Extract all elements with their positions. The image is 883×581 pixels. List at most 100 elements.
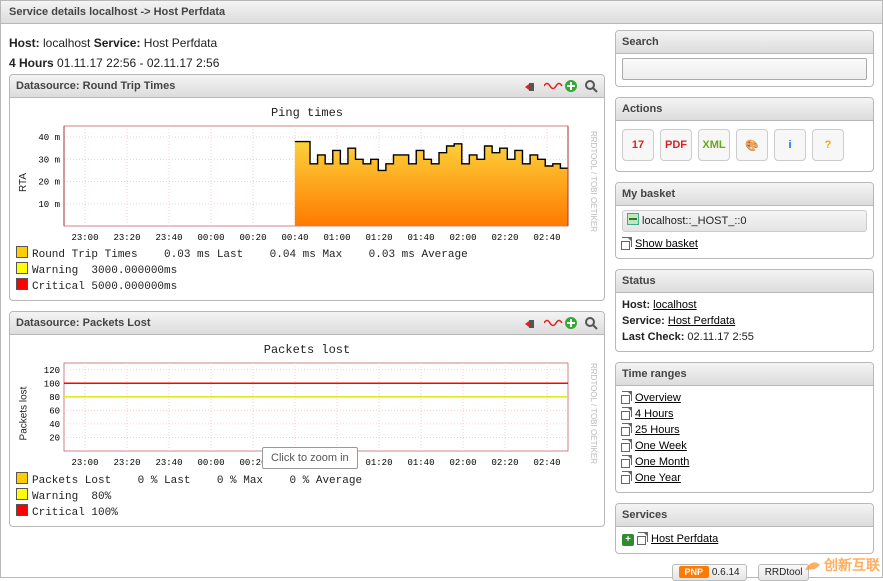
service-link[interactable]: Host Perfdata — [651, 533, 718, 545]
wave-icon[interactable] — [544, 316, 558, 330]
basket-title: My basket — [622, 183, 867, 205]
svg-text:60: 60 — [49, 406, 60, 416]
svg-text:40: 40 — [49, 420, 60, 430]
add-icon[interactable] — [564, 79, 578, 93]
range-link[interactable]: Overview — [635, 392, 681, 404]
services-title: Services — [622, 504, 867, 526]
status-service-label: Service: — [622, 315, 665, 327]
svg-text:10 m: 10 m — [38, 200, 60, 210]
svg-text:20 m: 20 m — [38, 178, 60, 188]
megaphone-icon[interactable] — [524, 316, 538, 330]
svg-text:02:20: 02:20 — [491, 458, 518, 467]
svg-text:01:40: 01:40 — [407, 233, 434, 242]
svg-text:23:00: 23:00 — [71, 233, 98, 242]
service-label: Service: — [94, 36, 141, 50]
add-service-icon[interactable]: + — [622, 534, 634, 546]
pdf-icon[interactable]: PDF — [660, 129, 692, 161]
svg-text:23:20: 23:20 — [113, 458, 140, 467]
status-host-label: Host: — [622, 299, 650, 311]
range-link[interactable]: 4 Hours — [635, 408, 674, 420]
svg-text:23:20: 23:20 — [113, 233, 140, 242]
chart1-panel: Datasource: Round Trip Times Ping times … — [9, 74, 605, 301]
zoom-tooltip: Click to zoom in — [262, 447, 358, 469]
basket-item-label: localhost::_HOST_::0 — [642, 215, 747, 227]
basket-item[interactable]: localhost::_HOST_::0 — [622, 210, 867, 232]
palette-icon[interactable]: 🎨 — [736, 129, 768, 161]
svg-text:30 m: 30 m — [38, 155, 60, 165]
svg-text:01:00: 01:00 — [323, 233, 350, 242]
chart1-plot[interactable]: 10 m20 m30 m40 m23:0023:2023:4000:0000:2… — [32, 122, 572, 242]
services-panel: Services + Host Perfdata — [615, 503, 874, 554]
search-panel: Search — [615, 30, 874, 87]
xml-icon[interactable]: XML — [698, 129, 730, 161]
zoom-icon[interactable] — [584, 79, 598, 93]
host-service-line: Host: localhost Service: Host Perfdata — [9, 36, 605, 50]
svg-text:02:40: 02:40 — [533, 233, 560, 242]
actions-title: Actions — [622, 98, 867, 120]
search-title: Search — [622, 31, 867, 53]
actions-panel: Actions 17PDFXML🎨i? — [615, 97, 874, 172]
service-value: Host Perfdata — [144, 36, 217, 50]
host-value: localhost — [43, 36, 90, 50]
status-panel: Status Host: localhost Service: Host Per… — [615, 269, 874, 352]
show-basket-link[interactable]: Show basket — [635, 238, 698, 250]
svg-text:23:40: 23:40 — [155, 233, 182, 242]
svg-text:02:40: 02:40 — [533, 458, 560, 467]
svg-text:80: 80 — [49, 393, 60, 403]
svg-text:23:00: 23:00 — [71, 458, 98, 467]
svg-text:02:00: 02:00 — [449, 458, 476, 467]
zoom-icon[interactable] — [584, 316, 598, 330]
external-link-icon — [622, 471, 632, 481]
svg-text:00:40: 00:40 — [281, 233, 308, 242]
range-link[interactable]: One Month — [635, 456, 689, 468]
rrdtool-sidetext: RRDTOOL / TOBI OETIKER — [586, 122, 598, 242]
chart2-plot-title: Packets lost — [16, 343, 598, 357]
status-title: Status — [622, 270, 867, 292]
range-label: 4 Hours — [9, 56, 54, 70]
status-last-label: Last Check: — [622, 331, 684, 343]
range-link[interactable]: One Year — [635, 472, 681, 484]
svg-text:01:20: 01:20 — [365, 458, 392, 467]
external-link-icon — [622, 439, 632, 449]
external-link-icon — [622, 391, 632, 401]
svg-text:40 m: 40 m — [38, 133, 60, 143]
ranges-title: Time ranges — [622, 363, 867, 385]
chart2-title: Datasource: Packets Lost — [16, 312, 524, 334]
watermark: 创新互联 — [802, 555, 880, 575]
external-link-icon — [622, 423, 632, 433]
chart2-ylabel: Packets lost — [16, 359, 32, 468]
search-input[interactable] — [622, 58, 867, 80]
calendar-icon[interactable]: 17 — [622, 129, 654, 161]
chart1-title: Datasource: Round Trip Times — [16, 75, 524, 97]
info-icon[interactable]: i — [774, 129, 806, 161]
external-link-icon — [622, 455, 632, 465]
external-link-icon — [622, 237, 632, 247]
wave-icon[interactable] — [544, 79, 558, 93]
range-value: 01.11.17 22:56 - 02.11.17 2:56 — [57, 56, 219, 70]
ranges-panel: Time ranges Overview 4 Hours 25 Hours One W… — [615, 362, 874, 493]
range-link[interactable]: One Week — [635, 440, 687, 452]
external-link-icon — [622, 407, 632, 417]
status-service-link[interactable]: Host Perfdata — [668, 315, 735, 327]
status-host-link[interactable]: localhost — [653, 299, 696, 311]
svg-text:02:00: 02:00 — [449, 233, 476, 242]
chart1-plot-title: Ping times — [16, 106, 598, 120]
help-icon[interactable]: ? — [812, 129, 844, 161]
add-icon[interactable] — [564, 316, 578, 330]
external-link-icon — [638, 532, 648, 542]
page-title-bar: Service details localhost -> Host Perfda… — [1, 1, 882, 24]
remove-icon[interactable] — [627, 213, 639, 225]
pnp-badge[interactable]: PNP 0.6.14 — [672, 564, 747, 581]
host-label: Host: — [9, 36, 40, 50]
chart2-panel: Datasource: Packets Lost Packets lost Pa… — [9, 311, 605, 527]
svg-text:120: 120 — [44, 366, 60, 376]
rrdtool-sidetext: RRDTOOL / TOBI OETIKER — [586, 359, 598, 468]
page-title: Service details localhost -> Host Perfda… — [9, 6, 225, 18]
basket-panel: My basket localhost::_HOST_::0 Show bask… — [615, 182, 874, 259]
svg-text:02:20: 02:20 — [491, 233, 518, 242]
status-last-value: 02.11.17 2:55 — [687, 331, 753, 343]
megaphone-icon[interactable] — [524, 79, 538, 93]
range-line: 4 Hours 01.11.17 22:56 - 02.11.17 2:56 — [9, 56, 605, 70]
chart2-legend: Packets Lost 0 % Last 0 % Max 0 % Averag… — [16, 472, 598, 520]
range-link[interactable]: 25 Hours — [635, 424, 680, 436]
